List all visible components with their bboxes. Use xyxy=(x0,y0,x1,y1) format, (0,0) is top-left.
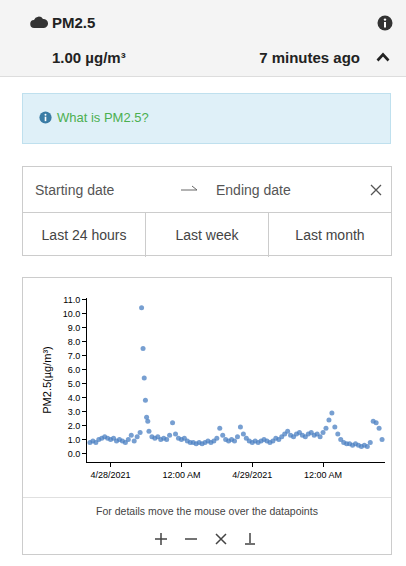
svg-text:3.0: 3.0 xyxy=(68,407,81,417)
svg-text:11.0: 11.0 xyxy=(63,295,80,305)
svg-text:4/29/2021: 4/29/2021 xyxy=(232,470,272,480)
html-text:Ending date: Ending date xyxy=(216,182,291,198)
html-text:1.00 µg/m³: 1.00 µg/m³ xyxy=(52,49,126,66)
svg-text:1.0: 1.0 xyxy=(68,435,81,445)
html-text:Last week: Last week xyxy=(175,227,239,243)
svg-text:6.0: 6.0 xyxy=(68,365,81,375)
svg-text:PM2.5(µg/m³): PM2.5(µg/m³) xyxy=(41,346,53,413)
html-text:7 minutes ago: 7 minutes ago xyxy=(259,49,360,66)
svg-text:4/28/2021: 4/28/2021 xyxy=(91,470,131,480)
html-text:For details move the mouse ove: For details move the mouse over the data… xyxy=(96,505,318,517)
svg-text:2.0: 2.0 xyxy=(68,421,81,431)
html-text:PM2.5: PM2.5 xyxy=(52,14,96,31)
svg-text:7.0: 7.0 xyxy=(68,351,81,361)
html-text:Last month: Last month xyxy=(295,227,365,243)
svg-text:0.0: 0.0 xyxy=(68,449,81,459)
svg-text:5.0: 5.0 xyxy=(68,379,81,389)
html-text:Starting date: Starting date xyxy=(35,182,115,198)
svg-text:12:00 AM: 12:00 AM xyxy=(162,470,200,480)
svg-text:12:00 AM: 12:00 AM xyxy=(304,470,342,480)
svg-text:4.0: 4.0 xyxy=(68,393,81,403)
html-text:Last 24 hours: Last 24 hours xyxy=(41,227,127,243)
html-text:What is PM2.5?: What is PM2.5? xyxy=(57,110,149,125)
svg-text:8.0: 8.0 xyxy=(68,337,81,347)
svg-text:10.0: 10.0 xyxy=(63,309,81,319)
svg-text:9.0: 9.0 xyxy=(68,323,81,333)
